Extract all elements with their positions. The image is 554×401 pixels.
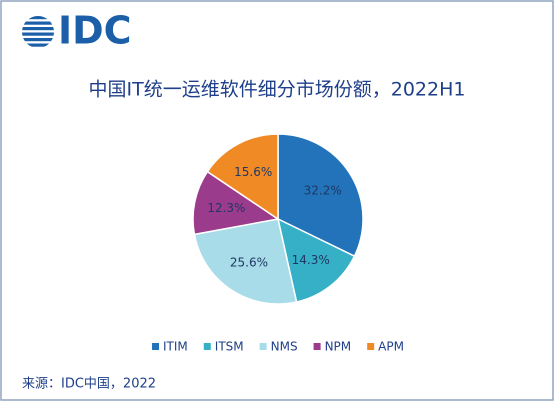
legend-label: ITSM [215,340,244,354]
legend-swatch [313,343,321,350]
legend-swatch [367,343,375,350]
legend-swatch [152,343,160,350]
logo-globe [22,16,54,47]
pie-slice [276,217,356,303]
pie-slice [206,133,279,221]
legend-label: APM [378,340,404,354]
data-label: 12.3% [207,201,245,215]
data-label: 25.6% [230,255,268,269]
legend-swatch [203,343,211,350]
pie-slice [277,133,364,258]
legend-swatch [259,343,267,350]
pie-slice [192,170,280,236]
legend-label: NPM [325,340,352,354]
legend-label: ITIM [163,340,188,354]
chart-title: 中国IT统一运维软件细分市场份额，2022H1 [89,79,466,101]
data-label: 14.3% [292,253,330,267]
legend-label: NMS [271,340,298,354]
source: 来源：IDC中国，2022 [22,377,156,392]
pie-slice [193,218,298,305]
data-label: 15.6% [234,165,272,179]
data-label: 32.2% [304,184,342,198]
logo-text: IDC [58,9,132,53]
